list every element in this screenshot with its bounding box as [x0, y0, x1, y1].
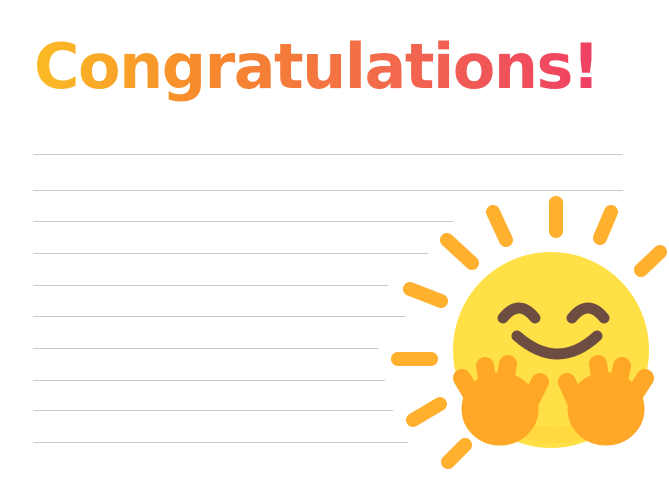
- smile-face: [497, 302, 610, 360]
- hugging-hands: [453, 355, 654, 446]
- writing-line: [33, 380, 385, 381]
- card-title: Congratulations!: [34, 22, 600, 112]
- hugging-sun-icon: [391, 196, 669, 477]
- sun-rays: [391, 196, 667, 469]
- writing-line: [33, 285, 388, 286]
- writing-line: [33, 410, 393, 411]
- writing-line: [33, 190, 623, 191]
- writing-line: [33, 253, 428, 254]
- writing-line: [33, 348, 378, 349]
- writing-line: [33, 442, 408, 443]
- writing-line: [33, 316, 408, 317]
- writing-line: [33, 154, 623, 155]
- writing-line: [33, 221, 453, 222]
